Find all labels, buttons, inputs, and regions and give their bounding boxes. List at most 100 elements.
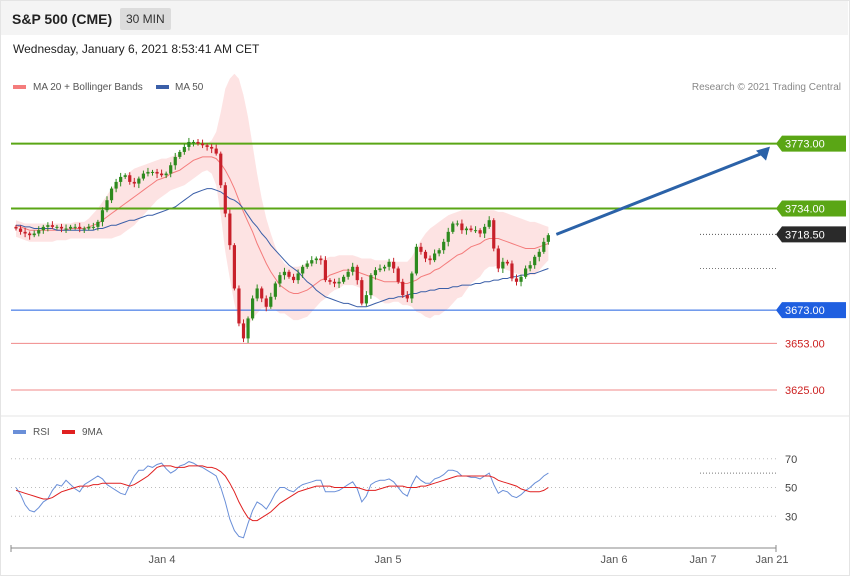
candle [246, 316, 250, 343]
candle [14, 224, 18, 231]
candle [505, 259, 509, 266]
candle [392, 257, 396, 273]
candle [414, 243, 418, 276]
candle [228, 209, 232, 250]
candle [433, 249, 437, 263]
timeframe-badge[interactable]: 30 MIN [120, 8, 171, 30]
candle [196, 138, 200, 146]
level-3673-00-tag [776, 302, 846, 319]
candle [260, 286, 264, 303]
candle [332, 278, 337, 288]
x-tick-label: Jan 21 [755, 554, 788, 566]
moving-averages [15, 156, 549, 308]
candle [451, 221, 455, 234]
candle [483, 223, 487, 239]
x-tick-label: Jan 6 [601, 554, 628, 566]
candle [73, 223, 77, 230]
ma20-line [15, 156, 549, 294]
candle [328, 278, 332, 285]
level-3773-00-label: 3773.00 [785, 139, 825, 151]
candle [187, 137, 191, 151]
rsi-level-label-70: 70 [785, 454, 797, 466]
candle [301, 264, 305, 278]
candle [91, 222, 95, 230]
candle [119, 172, 123, 187]
candle [369, 273, 373, 299]
level-3718-50-tag [776, 226, 846, 243]
x-tick-label: Jan 4 [149, 554, 176, 566]
candle [346, 268, 350, 280]
candle [128, 172, 132, 185]
candle [291, 273, 296, 283]
candle [442, 238, 446, 254]
candle [310, 256, 314, 267]
candle [428, 255, 432, 265]
candle [223, 182, 227, 218]
research-credit: Research © 2021 Trading Central [692, 82, 841, 93]
candle [32, 230, 36, 238]
candle [178, 149, 182, 159]
forecast-arrow [555, 146, 770, 236]
candle [55, 224, 59, 230]
candle [137, 176, 141, 189]
rsi-panel: 70 50 30 [11, 454, 797, 539]
instrument-title: S&P 500 (CME) [12, 11, 113, 27]
forecast-arrow-head [756, 146, 770, 161]
candle [219, 151, 223, 189]
candle [191, 139, 196, 147]
candle [496, 245, 500, 273]
candle [501, 257, 505, 273]
candle [282, 267, 287, 280]
level-3718-50-label: 3718.50 [785, 229, 825, 241]
candle [401, 278, 405, 298]
rsi-level-label-30: 30 [785, 511, 797, 523]
candle [200, 139, 205, 149]
level-3673-00-label: 3673.00 [785, 305, 825, 317]
candle [305, 260, 309, 269]
candle [464, 226, 469, 235]
time-axis: Jan 4 Jan 5 Jan 6 Jan 7 Jan 21 [10, 545, 789, 566]
candle [132, 177, 136, 188]
candle [323, 256, 327, 283]
ma50-line [16, 188, 549, 308]
candle [82, 226, 86, 234]
candle [150, 169, 155, 176]
rsi-ma-line [15, 465, 549, 522]
candle [355, 264, 359, 285]
ma50-legend-label: MA 50 [175, 82, 204, 93]
candle [342, 274, 346, 284]
candle [423, 249, 428, 263]
rsi-level-label-50: 50 [785, 483, 797, 495]
candle [387, 258, 391, 271]
candle [546, 233, 550, 245]
candle [241, 319, 246, 343]
candle [232, 243, 236, 291]
level-3625-00-label: 3625.00 [785, 385, 825, 397]
candle [510, 260, 514, 282]
ma50-legend-swatch [156, 85, 169, 89]
candle [319, 255, 323, 265]
candle [492, 218, 496, 252]
candle [360, 277, 364, 306]
candle [478, 228, 482, 238]
candle [473, 226, 478, 234]
candle [18, 225, 23, 235]
candle [419, 242, 423, 255]
price-levels: 3773.00 3734.00 3718.50 3673.00 3653.00 3625.… [11, 135, 846, 397]
candle [146, 167, 150, 177]
candle [23, 227, 27, 238]
candle [542, 237, 546, 254]
candle [269, 292, 273, 309]
candle [524, 265, 528, 279]
candle [373, 267, 378, 280]
candle [487, 216, 491, 229]
forecast-arrow-shaft [555, 151, 765, 236]
candle [41, 224, 45, 234]
candle [273, 281, 277, 300]
candle [382, 264, 387, 272]
candle [169, 162, 173, 178]
candle [337, 277, 341, 288]
candle [296, 269, 300, 284]
candle [123, 173, 127, 179]
candle [64, 224, 68, 234]
